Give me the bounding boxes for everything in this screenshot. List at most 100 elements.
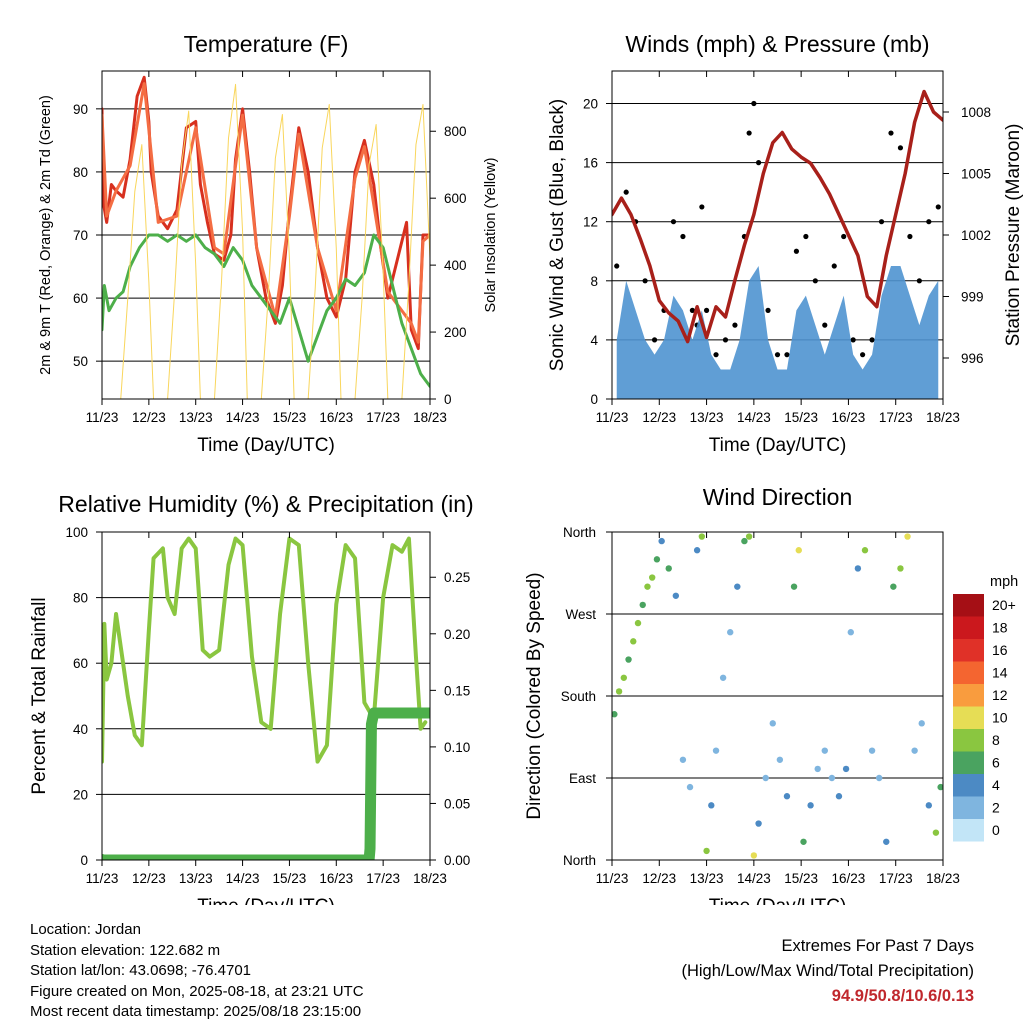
extremes-box: Extremes For Past 7 Days (High/Low/Max W… bbox=[681, 934, 974, 1009]
y-tick-label-right: 996 bbox=[961, 351, 984, 366]
wind-direction-point bbox=[615, 688, 623, 695]
y-tick-label-right: 200 bbox=[444, 325, 467, 340]
gust-point bbox=[916, 278, 922, 284]
legend-label: 8 bbox=[992, 732, 1000, 748]
wind-direction-point bbox=[741, 537, 748, 545]
y-tick-label: 4 bbox=[590, 333, 598, 348]
y-tick-label: 100 bbox=[65, 525, 88, 540]
y-tick-label: North bbox=[563, 525, 596, 540]
chart-title: Winds (mph) & Pressure (mb) bbox=[625, 31, 929, 57]
speed-legend: mph 20+ 18 16 14 12 10 8 6 4 2 0 bbox=[953, 574, 1018, 842]
gust-point bbox=[897, 145, 904, 151]
x-tick-label: 12/23 bbox=[642, 410, 676, 425]
legend-label: 14 bbox=[992, 665, 1008, 681]
y-tick-label: 80 bbox=[73, 165, 88, 180]
y-tick-label-right: 0.00 bbox=[444, 853, 470, 868]
gust-point bbox=[784, 352, 790, 358]
wind-direction-point bbox=[672, 592, 680, 599]
x-tick-label: 12/23 bbox=[132, 871, 166, 886]
wind-direction-point bbox=[814, 765, 821, 773]
gust-point bbox=[642, 278, 648, 284]
x-tick-label: 16/23 bbox=[319, 410, 353, 425]
y-tick-label-right: 1002 bbox=[961, 228, 991, 243]
series-line bbox=[612, 89, 943, 344]
series-line bbox=[102, 82, 430, 344]
legend-label: 2 bbox=[992, 800, 1000, 816]
legend-swatch bbox=[953, 819, 984, 842]
gust-point bbox=[703, 307, 710, 313]
y-tick-label-right: 0 bbox=[444, 392, 452, 407]
gust-point bbox=[907, 233, 913, 240]
gust-point bbox=[774, 352, 781, 358]
series-line bbox=[102, 707, 430, 860]
gust-point bbox=[614, 263, 620, 269]
chart-panel-3: 11/23 12/23 13/23 14/23 15/23 16/23 17/23 18/23… bbox=[29, 491, 474, 905]
chart-title: Temperature (F) bbox=[184, 31, 349, 57]
y-tick-label-right: 0.25 bbox=[444, 570, 470, 585]
legend-swatch bbox=[953, 594, 984, 617]
gust-point bbox=[850, 337, 856, 343]
wind-direction-point bbox=[783, 793, 791, 800]
wind-direction-point bbox=[835, 793, 843, 800]
legend-label: 6 bbox=[992, 755, 1000, 771]
legend-label: 16 bbox=[992, 642, 1008, 658]
wind-direction-point bbox=[745, 533, 753, 540]
gust-point bbox=[935, 204, 941, 210]
wind-direction-point bbox=[875, 774, 883, 782]
extremes-subtitle: (High/Low/Max Wind/Total Precipitation) bbox=[681, 962, 974, 980]
x-tick-label: 15/23 bbox=[273, 410, 307, 425]
wind-direction-point bbox=[847, 629, 854, 636]
wind-direction-point bbox=[734, 583, 741, 590]
wind-direction-point bbox=[634, 619, 642, 627]
legend-swatch bbox=[953, 684, 984, 707]
wind-direction-point bbox=[648, 574, 656, 581]
wind-direction-point bbox=[795, 547, 802, 554]
x-tick-label: 17/23 bbox=[879, 871, 913, 886]
wind-direction-point bbox=[653, 556, 661, 563]
gust-point bbox=[751, 100, 757, 107]
y-tick-label-right: 0.10 bbox=[444, 740, 470, 755]
y-tick-label: North bbox=[563, 853, 596, 868]
x-tick-label: 16/23 bbox=[832, 871, 866, 886]
y-tick-label: 40 bbox=[73, 722, 88, 737]
x-tick-label: 14/23 bbox=[737, 410, 771, 425]
gust-point bbox=[926, 219, 932, 225]
y-axis-label: Sonic Wind & Gust (Blue, Black) bbox=[547, 99, 568, 371]
wind-direction-point bbox=[897, 565, 904, 572]
gust-point bbox=[803, 233, 809, 240]
wind-direction-point bbox=[658, 537, 665, 545]
legend-label: 10 bbox=[992, 710, 1008, 726]
wind-direction-point bbox=[932, 829, 940, 836]
x-axis-label: Time (Day/UTC) bbox=[709, 896, 847, 905]
gust-point bbox=[765, 307, 771, 313]
wind-direction-point bbox=[639, 601, 646, 609]
created-text: Figure created on Mon, 2025-08-18, at 23… bbox=[30, 982, 364, 1000]
wind-direction-point bbox=[719, 674, 727, 681]
plot-area bbox=[612, 533, 943, 859]
wind-direction-point bbox=[918, 720, 925, 727]
gust-point bbox=[860, 352, 866, 358]
x-tick-label: 16/23 bbox=[832, 410, 866, 425]
wind-direction-point bbox=[665, 565, 672, 572]
chart-panel-2: 11/23 12/23 13/23 14/23 15/23 16/23 17/23 18/23… bbox=[547, 31, 1024, 456]
y-tick-label: 60 bbox=[73, 656, 88, 671]
gust-point bbox=[812, 278, 818, 284]
x-tick-label: 11/23 bbox=[86, 410, 119, 425]
x-axis-label: Time (Day/UTC) bbox=[709, 435, 847, 456]
y-tick-label-right: 0.05 bbox=[444, 796, 470, 811]
x-axis-label: Time (Day/UTC) bbox=[197, 435, 335, 456]
y-tick-label: West bbox=[565, 607, 596, 622]
gust-point bbox=[699, 204, 705, 210]
gust-point bbox=[732, 322, 738, 328]
x-tick-label: 18/23 bbox=[413, 410, 447, 425]
x-tick-label: 14/23 bbox=[737, 871, 771, 886]
x-tick-label: 13/23 bbox=[690, 410, 724, 425]
wind-direction-point bbox=[698, 533, 706, 540]
y-tick-label: East bbox=[569, 771, 596, 786]
wind-direction-point bbox=[868, 747, 876, 754]
x-tick-label: 12/23 bbox=[642, 871, 676, 886]
wind-direction-point bbox=[904, 533, 911, 540]
elevation-text: Station elevation: 122.682 m bbox=[30, 941, 221, 959]
gust-point bbox=[651, 337, 658, 343]
panel-frame bbox=[101, 531, 431, 861]
